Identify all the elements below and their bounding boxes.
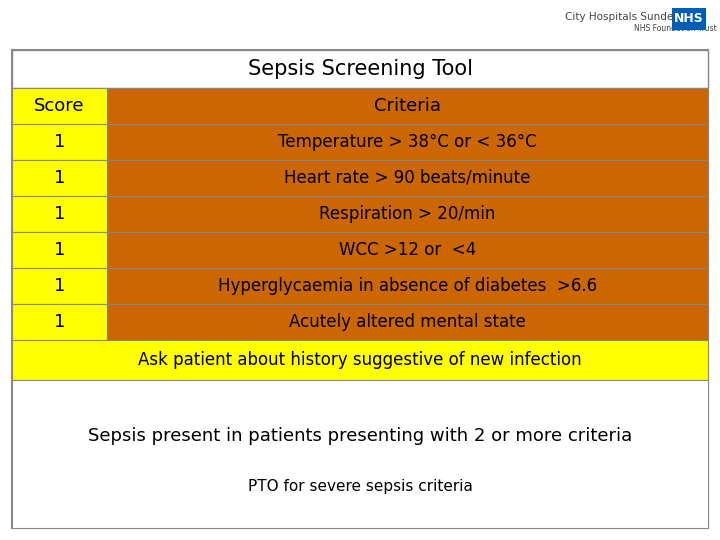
FancyBboxPatch shape [12, 304, 107, 340]
Text: 1: 1 [54, 133, 66, 151]
Text: NHS: NHS [674, 12, 704, 25]
Text: PTO for severe sepsis criteria: PTO for severe sepsis criteria [248, 479, 472, 494]
Text: Acutely altered mental state: Acutely altered mental state [289, 313, 526, 331]
FancyBboxPatch shape [107, 196, 708, 232]
Text: 1: 1 [54, 277, 66, 295]
Text: Score: Score [35, 97, 85, 115]
FancyBboxPatch shape [12, 268, 107, 304]
FancyBboxPatch shape [107, 232, 708, 268]
FancyBboxPatch shape [107, 268, 708, 304]
Text: NHS Foundation Trust: NHS Foundation Trust [634, 24, 716, 33]
Text: City Hospitals Sunderland: City Hospitals Sunderland [565, 12, 701, 22]
Text: Ask patient about history suggestive of new infection: Ask patient about history suggestive of … [138, 351, 582, 369]
FancyBboxPatch shape [107, 88, 708, 124]
Text: 1: 1 [54, 169, 66, 187]
FancyBboxPatch shape [12, 340, 708, 380]
Text: Respiration > 20/min: Respiration > 20/min [319, 205, 495, 223]
Text: 1: 1 [54, 205, 66, 223]
FancyBboxPatch shape [107, 160, 708, 196]
FancyBboxPatch shape [12, 380, 708, 528]
Text: Hyperglycaemia in absence of diabetes  >6.6: Hyperglycaemia in absence of diabetes >6… [218, 277, 597, 295]
FancyBboxPatch shape [107, 124, 708, 160]
FancyBboxPatch shape [12, 50, 708, 88]
FancyBboxPatch shape [107, 304, 708, 340]
FancyBboxPatch shape [12, 124, 107, 160]
Text: Temperature > 38°C or < 36°C: Temperature > 38°C or < 36°C [278, 133, 537, 151]
Text: 1: 1 [54, 241, 66, 259]
Text: Sepsis present in patients presenting with 2 or more criteria: Sepsis present in patients presenting wi… [88, 427, 632, 446]
Text: Criteria: Criteria [374, 97, 441, 115]
FancyBboxPatch shape [12, 196, 107, 232]
FancyBboxPatch shape [672, 8, 706, 30]
Text: Heart rate > 90 beats/minute: Heart rate > 90 beats/minute [284, 169, 531, 187]
Text: 1: 1 [54, 313, 66, 331]
Text: WCC >12 or  <4: WCC >12 or <4 [339, 241, 476, 259]
Text: Sepsis Screening Tool: Sepsis Screening Tool [248, 59, 472, 79]
FancyBboxPatch shape [12, 232, 107, 268]
FancyBboxPatch shape [12, 88, 107, 124]
FancyBboxPatch shape [12, 160, 107, 196]
FancyBboxPatch shape [12, 50, 708, 528]
